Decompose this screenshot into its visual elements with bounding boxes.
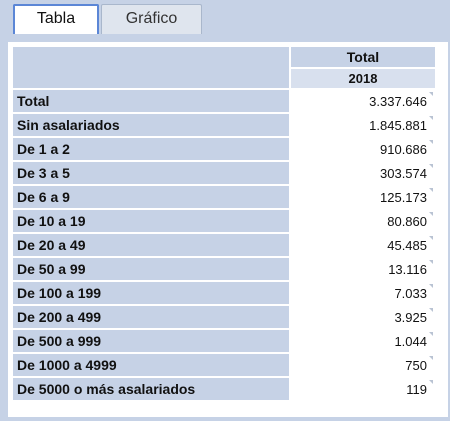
row-value[interactable]: 119 xyxy=(291,378,435,400)
row-value[interactable]: 7.033 xyxy=(291,282,435,304)
row-label: De 20 a 49 xyxy=(13,234,289,256)
row-value[interactable]: 303.574 xyxy=(291,162,435,184)
row-value[interactable]: 3.337.646 xyxy=(291,90,435,112)
table-row: De 10 a 19 80.860 xyxy=(13,210,435,232)
row-label: De 10 a 19 xyxy=(13,210,289,232)
tab-tabla[interactable]: Tabla xyxy=(13,4,99,34)
cell-corner-marker xyxy=(429,284,433,288)
data-table: Total 2018 Total 3.337.646 Sin asalariados… xyxy=(11,45,437,402)
row-label: De 100 a 199 xyxy=(13,282,289,304)
row-value[interactable]: 125.173 xyxy=(291,186,435,208)
column-header-year: 2018 xyxy=(291,69,435,88)
table-row: De 50 a 99 13.116 xyxy=(13,258,435,280)
cell-corner-marker xyxy=(429,212,433,216)
row-value-text: 7.033 xyxy=(394,285,427,301)
table-row: De 500 a 999 1.044 xyxy=(13,330,435,352)
row-label: De 5000 o más asalariados xyxy=(13,378,289,400)
cell-corner-marker xyxy=(429,236,433,240)
row-label: De 500 a 999 xyxy=(13,330,289,352)
table-row: De 100 a 199 7.033 xyxy=(13,282,435,304)
row-value[interactable]: 3.925 xyxy=(291,306,435,328)
row-label: De 1000 a 4999 xyxy=(13,354,289,376)
cell-corner-marker xyxy=(429,308,433,312)
row-value-text: 80.860 xyxy=(387,213,427,229)
row-value[interactable]: 80.860 xyxy=(291,210,435,232)
cell-corner-marker xyxy=(429,92,433,96)
table-row: De 200 a 499 3.925 xyxy=(13,306,435,328)
row-value-text: 13.116 xyxy=(388,261,427,277)
cell-corner-marker xyxy=(429,332,433,336)
row-value-text: 1.044 xyxy=(394,333,427,349)
table-panel: Total 2018 Total 3.337.646 Sin asalariados… xyxy=(0,36,450,421)
table-row: De 1000 a 4999 750 xyxy=(13,354,435,376)
tab-grafico[interactable]: Gráfico xyxy=(101,4,202,34)
table-row: De 3 a 5 303.574 xyxy=(13,162,435,184)
row-value-text: 3.337.646 xyxy=(369,93,427,109)
row-value-text: 45.485 xyxy=(387,237,427,253)
row-value[interactable]: 750 xyxy=(291,354,435,376)
row-value-text: 125.173 xyxy=(380,189,427,205)
row-value-text: 750 xyxy=(405,357,427,373)
row-value[interactable]: 45.485 xyxy=(291,234,435,256)
table-container: Total 2018 Total 3.337.646 Sin asalariados… xyxy=(8,42,448,417)
cell-corner-marker xyxy=(429,260,433,264)
row-label: De 1 a 2 xyxy=(13,138,289,160)
cell-corner-marker xyxy=(429,140,433,144)
cell-corner-marker xyxy=(429,188,433,192)
cell-corner-marker xyxy=(429,356,433,360)
row-value[interactable]: 1.044 xyxy=(291,330,435,352)
column-header-total: Total xyxy=(291,47,435,67)
table-body: Total 3.337.646 Sin asalariados 1.845.881 De… xyxy=(13,90,435,400)
row-label: De 50 a 99 xyxy=(13,258,289,280)
table-row: De 1 a 2 910.686 xyxy=(13,138,435,160)
row-value[interactable]: 13.116 xyxy=(291,258,435,280)
row-value-text: 910.686 xyxy=(380,141,427,157)
row-label: Total xyxy=(13,90,289,112)
row-value[interactable]: 1.845.881 xyxy=(291,114,435,136)
row-value-text: 1.845.881 xyxy=(369,117,427,133)
tab-bar: Tabla Gráfico xyxy=(0,0,450,36)
row-label: De 3 a 5 xyxy=(13,162,289,184)
table-row: De 5000 o más asalariados 119 xyxy=(13,378,435,400)
row-label: Sin asalariados xyxy=(13,114,289,136)
table-row: De 20 a 49 45.485 xyxy=(13,234,435,256)
row-value-text: 303.574 xyxy=(380,165,427,181)
cell-corner-marker xyxy=(429,116,433,120)
row-header-corner xyxy=(13,47,289,88)
table-row: Sin asalariados 1.845.881 xyxy=(13,114,435,136)
row-value-text: 119 xyxy=(406,381,427,397)
row-value-text: 3.925 xyxy=(394,309,427,325)
cell-corner-marker xyxy=(429,380,433,384)
cell-corner-marker xyxy=(429,164,433,168)
row-value[interactable]: 910.686 xyxy=(291,138,435,160)
table-row: Total 3.337.646 xyxy=(13,90,435,112)
row-label: De 200 a 499 xyxy=(13,306,289,328)
row-label: De 6 a 9 xyxy=(13,186,289,208)
table-row: De 6 a 9 125.173 xyxy=(13,186,435,208)
